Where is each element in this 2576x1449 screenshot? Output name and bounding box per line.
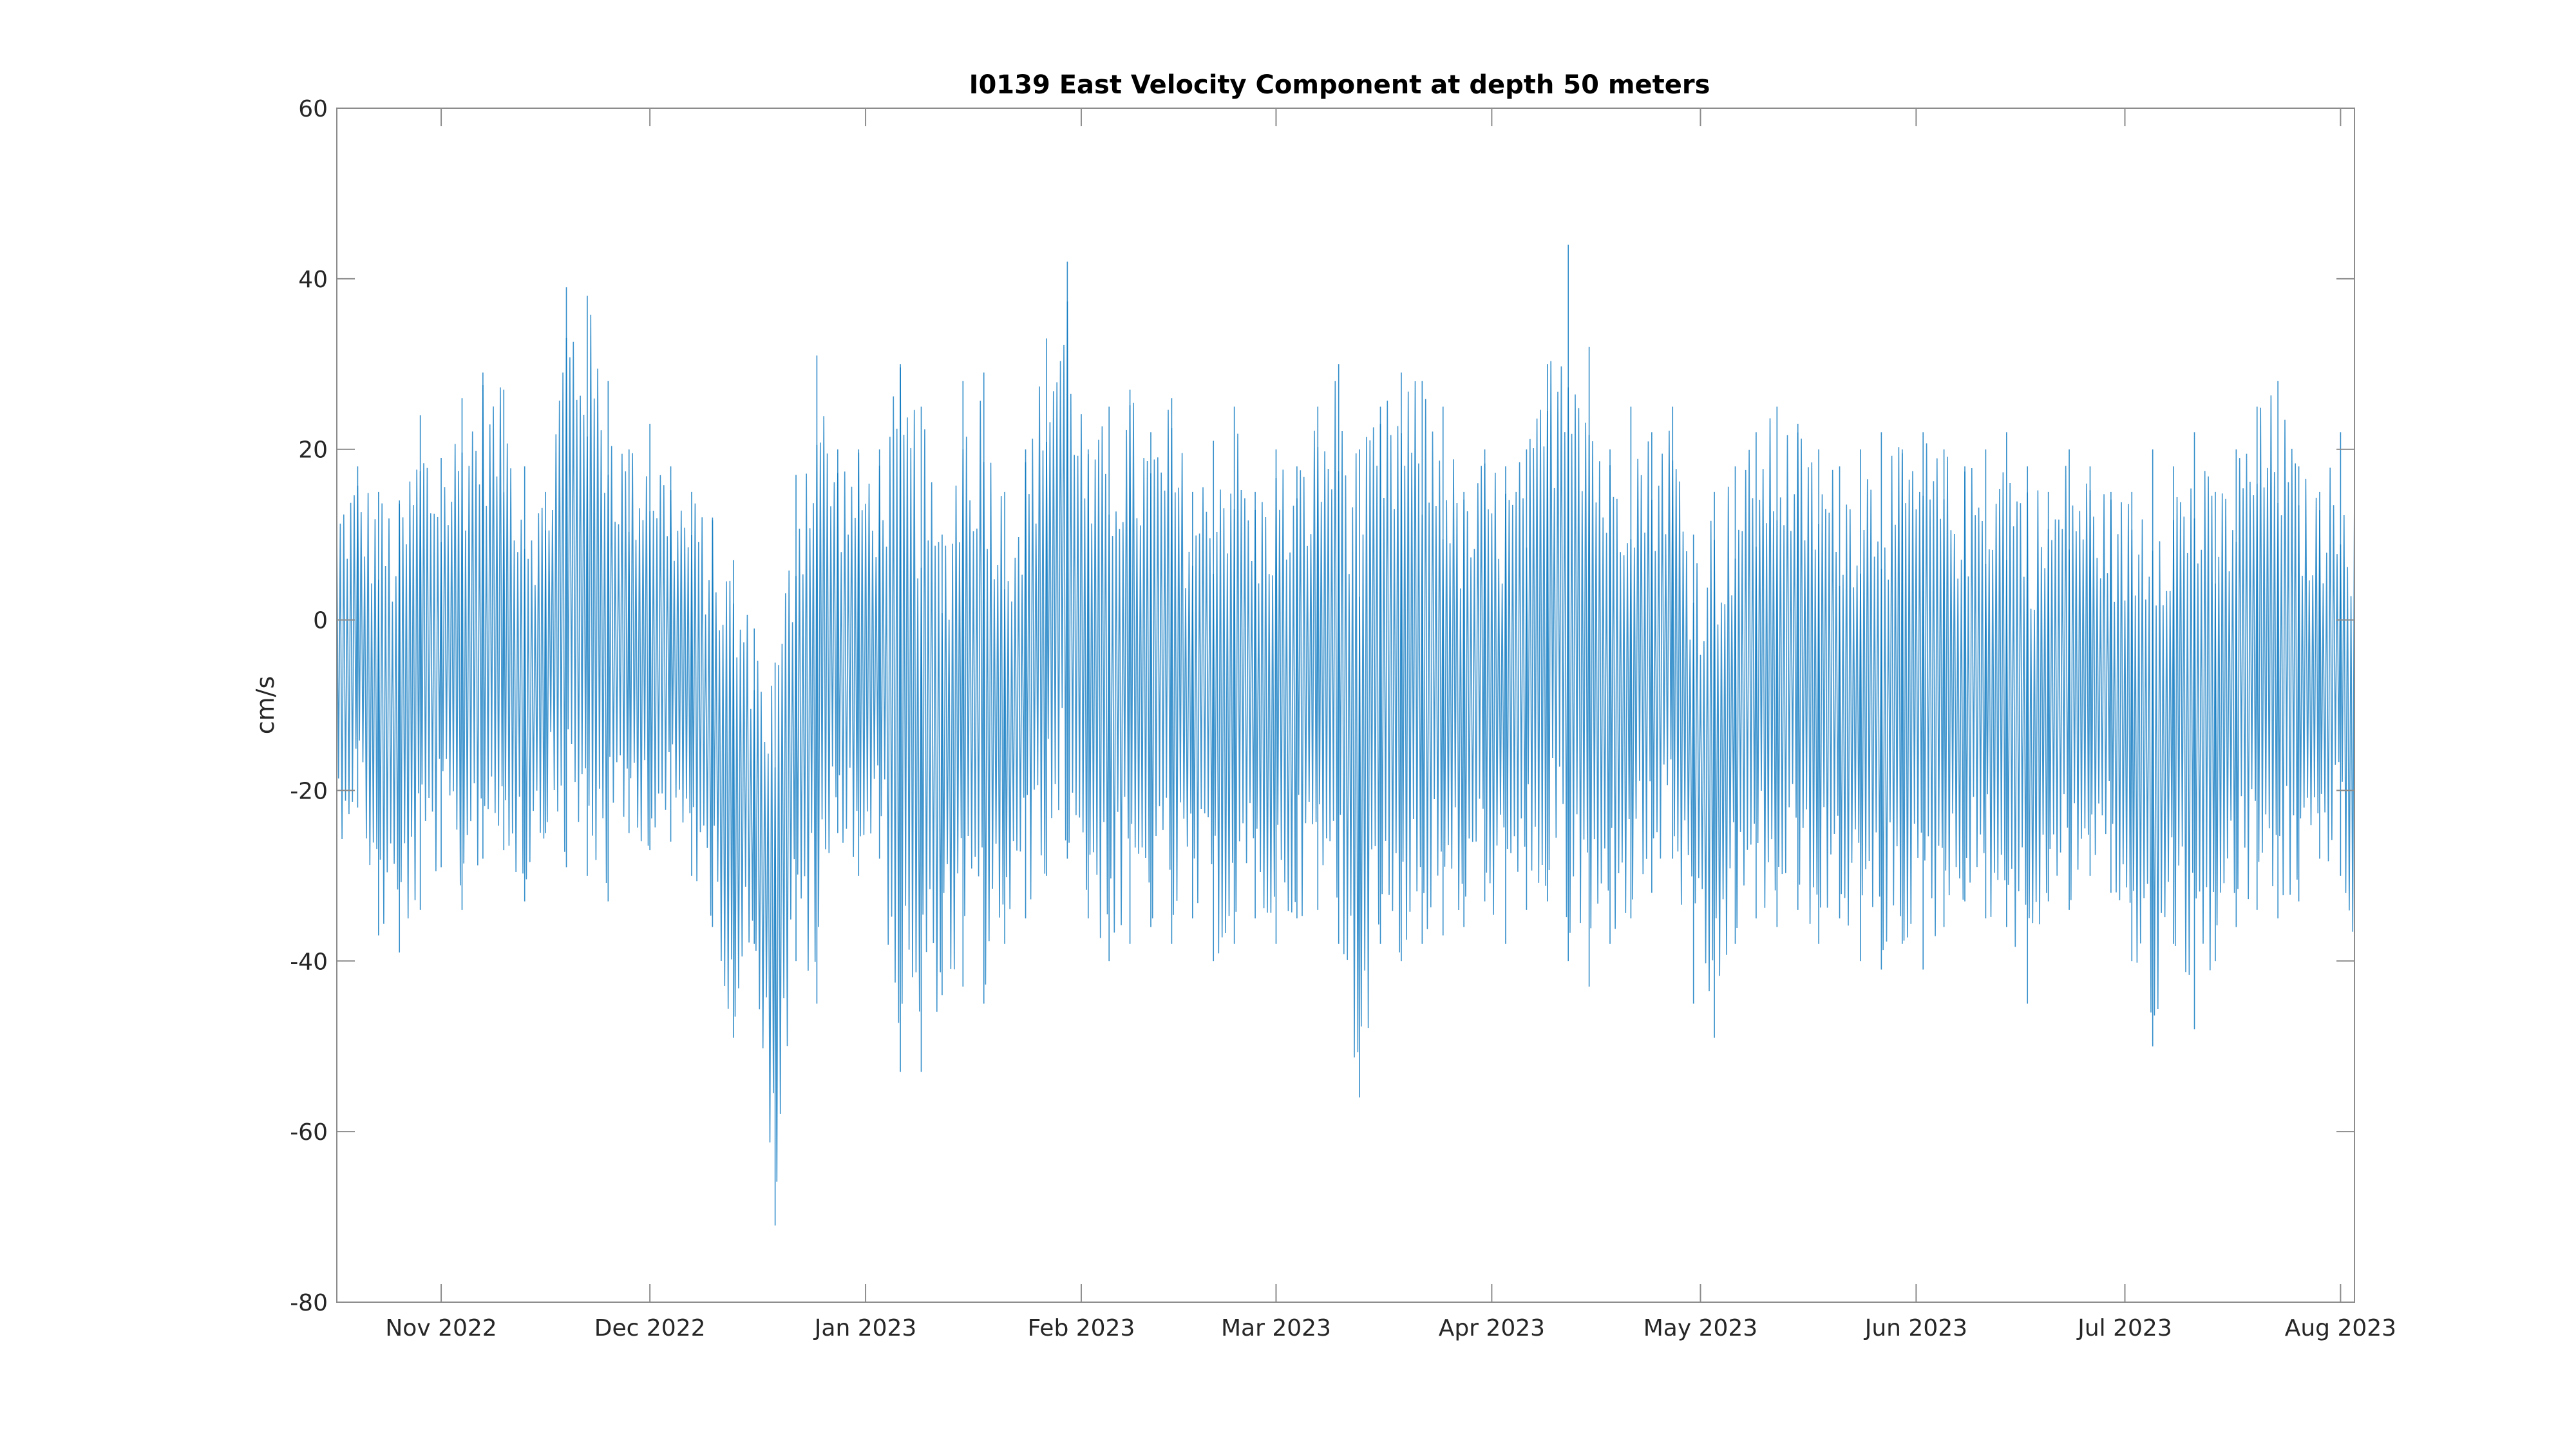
y-tick-label: -40 (290, 949, 328, 975)
series-line (336, 301, 2355, 1182)
y-tick-label: 20 (298, 437, 328, 464)
plot-frame (336, 108, 2355, 1303)
x-tick-label: Nov 2022 (385, 1315, 497, 1341)
series-line-group (336, 244, 2355, 1226)
x-tick-label: Jul 2023 (2076, 1315, 2172, 1341)
y-tick-label: 0 (313, 608, 328, 634)
x-tick-label: Mar 2023 (1221, 1315, 1331, 1341)
y-tick-label: 60 (298, 96, 328, 122)
y-axis-label: cm/s (251, 676, 279, 735)
plot-area (337, 108, 2354, 1302)
x-tick-label: Jan 2023 (813, 1315, 917, 1341)
x-tick-label: Apr 2023 (1439, 1315, 1545, 1341)
y-axis: 60 40 20 0 -20 -40 -60 -80 (290, 96, 2354, 1316)
y-tick-label: -80 (290, 1290, 328, 1316)
y-tick-label: -20 (290, 778, 328, 804)
x-tick-label: Jun 2023 (1864, 1315, 1967, 1341)
x-axis: Nov 2022 Dec 2022 Jan 2023 Feb 2023 Mar 2023… (385, 108, 2396, 1341)
y-tick-label: -60 (290, 1119, 328, 1146)
x-tick-label: Aug 2023 (2285, 1315, 2396, 1341)
x-tick-label: Dec 2022 (594, 1315, 706, 1341)
y-tick-label: 40 (298, 267, 328, 293)
chart-title: I0139 East Velocity Component at depth 5… (969, 70, 1710, 100)
x-tick-label: Feb 2023 (1028, 1315, 1135, 1341)
plot-background (337, 108, 2354, 1302)
x-tick-label: May 2023 (1643, 1315, 1758, 1341)
